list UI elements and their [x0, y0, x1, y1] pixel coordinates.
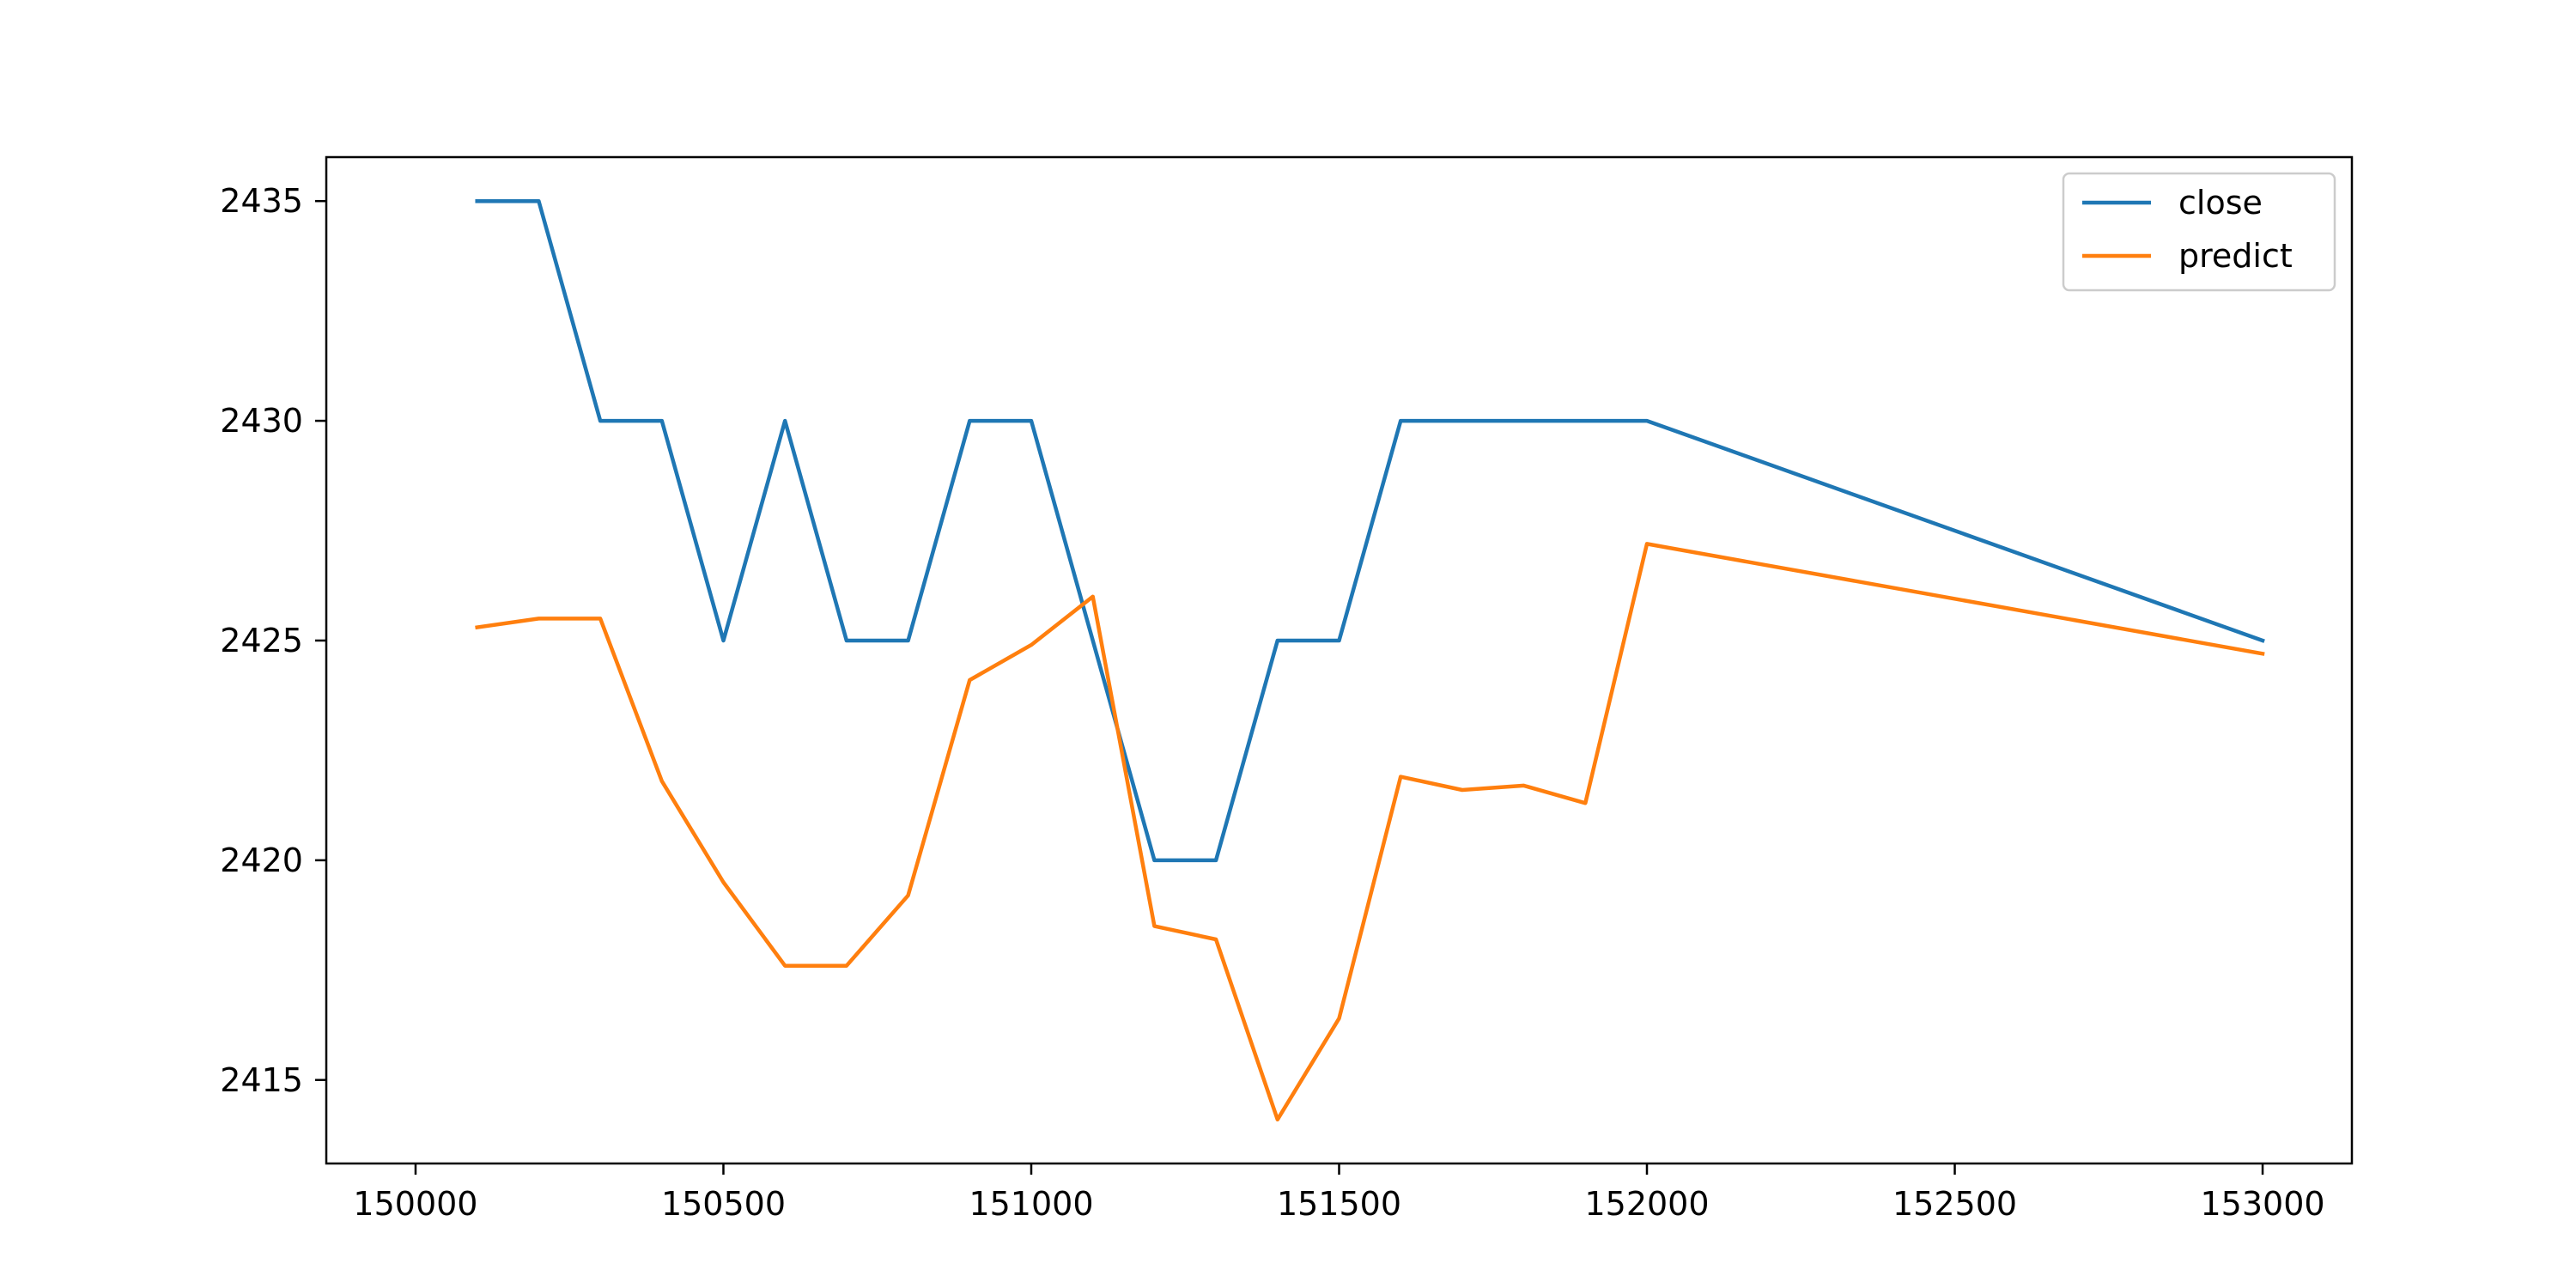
legend-label-close: close — [2178, 184, 2263, 222]
legend-label-predict: predict — [2178, 237, 2293, 275]
y-tick-label: 2430 — [220, 402, 303, 440]
x-tick-label: 152500 — [1893, 1185, 2017, 1223]
series-layer — [475, 198, 2265, 1122]
legend: close predict — [2062, 172, 2336, 292]
x-tick-label: 153000 — [2201, 1185, 2325, 1223]
series-line-close — [475, 198, 2265, 863]
y-tick-label: 2415 — [220, 1061, 303, 1099]
y-tick-label: 2420 — [220, 841, 303, 879]
x-tick-label: 151500 — [1277, 1185, 1401, 1223]
x-tick-label: 150000 — [353, 1185, 477, 1223]
x-tick-label: 151000 — [969, 1185, 1093, 1223]
y-tick-label: 2425 — [220, 622, 303, 659]
series-line-predict — [475, 542, 2265, 1122]
x-tick-label: 150500 — [661, 1185, 786, 1223]
plot-frame — [325, 155, 2354, 1165]
x-tick-label: 152000 — [1584, 1185, 1709, 1223]
y-tick-label: 2435 — [220, 182, 303, 220]
ticks-layer: 150000 150500 151000 151500 152000 152500 1530… — [220, 182, 2324, 1223]
